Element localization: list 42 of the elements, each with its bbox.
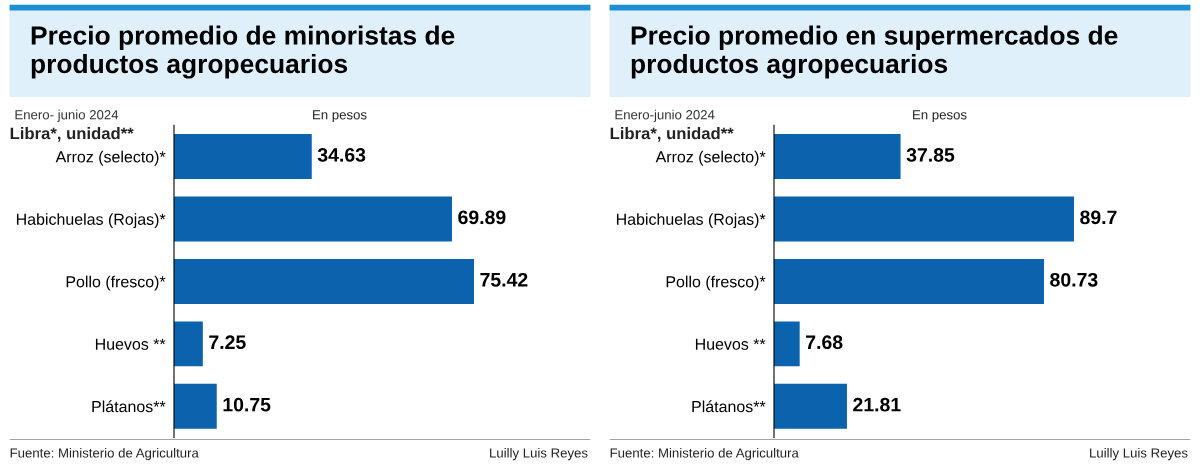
text: Libra*, unidad** (10, 127, 134, 142)
y-tick-label: Pollo (fresco)* (666, 275, 766, 291)
chart-title: Precio promedio en supermercados de productos agropecuarios (631, 25, 1118, 79)
bar (174, 134, 312, 180)
data-label: 37.85 (906, 148, 955, 162)
y-tick-label: Plátanos** (692, 400, 766, 413)
y-tick-label: Habichuelas (Rojas)* (16, 213, 166, 229)
y-tick-label: Pollo (fresco)* (66, 275, 166, 291)
source-note: Fuente: Ministerio de Agricultura (610, 447, 799, 461)
data-label: 7.68 (806, 335, 843, 350)
text: Enero- junio 2024 (15, 109, 119, 123)
bar (774, 321, 800, 367)
bar (774, 196, 1074, 242)
text: Libra*, unidad** (610, 127, 734, 142)
y-tick-label: Huevos ** (95, 338, 166, 350)
bar (774, 134, 901, 180)
data-label: 89.7 (1080, 210, 1117, 225)
data-label: 69.89 (458, 210, 506, 225)
data-label: 34.63 (317, 148, 366, 162)
y-tick-label: Habichuelas (Rojas)* (616, 213, 766, 229)
text: Enero-junio 2024 (615, 109, 715, 123)
chart-title: Precio promedio de minoristas de productos agropecuarios (31, 25, 455, 79)
text: En pesos (313, 110, 367, 123)
bar (174, 321, 203, 367)
text: Luilly Luis Reyes (490, 447, 588, 461)
y-tick-label: Huevos ** (695, 338, 766, 350)
text: Luilly Luis Reyes (1090, 447, 1188, 461)
text: En pesos (913, 110, 967, 123)
y-tick-label: Arroz (selecto)* (55, 150, 166, 166)
data-label: 21.81 (853, 397, 901, 412)
y-tick-label: Arroz (selecto)* (655, 150, 766, 166)
y-tick-label: Plátanos** (92, 400, 166, 413)
data-label: 10.75 (223, 397, 271, 412)
bar (774, 383, 847, 429)
bar (774, 258, 1044, 304)
bar (174, 196, 452, 242)
bar (174, 258, 474, 304)
data-label: 7.25 (209, 335, 246, 350)
bar (174, 383, 217, 429)
data-label: 80.73 (1050, 272, 1098, 287)
source-note: Fuente: Ministerio de Agricultura (10, 447, 199, 461)
data-label: 75.42 (480, 272, 528, 287)
